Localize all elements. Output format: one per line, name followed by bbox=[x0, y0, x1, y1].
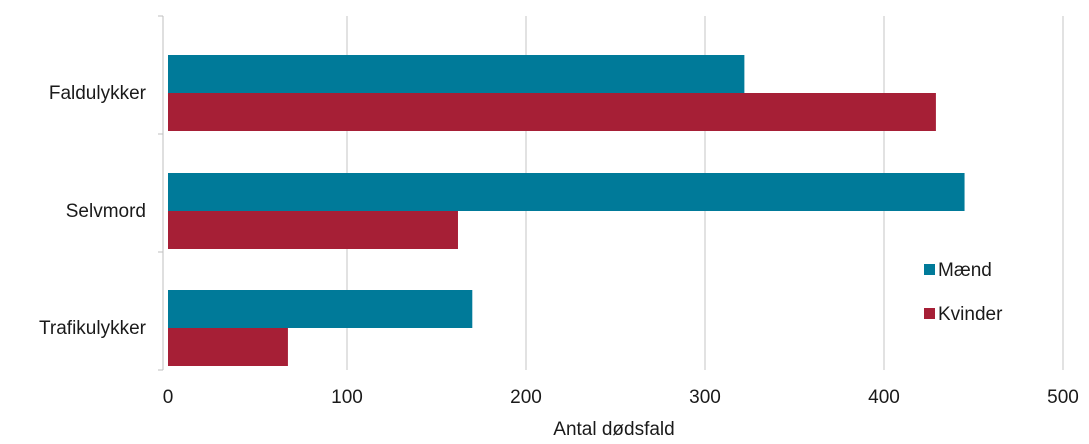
bars bbox=[168, 55, 965, 366]
legend-swatch bbox=[924, 308, 935, 319]
bar bbox=[168, 290, 473, 328]
legend-label: Mænd bbox=[938, 260, 992, 281]
category-label: Selvmord bbox=[66, 201, 146, 222]
bar bbox=[168, 93, 936, 131]
bar bbox=[168, 211, 458, 249]
category-label: Faldulykker bbox=[49, 83, 147, 104]
x-tick-label: 0 bbox=[163, 387, 174, 408]
bar bbox=[168, 328, 288, 366]
category-axis bbox=[158, 15, 164, 371]
bar bbox=[168, 55, 745, 93]
x-axis-title: Antal dødsfald bbox=[553, 419, 674, 440]
category-label: Trafikulykker bbox=[39, 318, 147, 339]
x-tick-label: 500 bbox=[1047, 387, 1079, 408]
category-labels: Faldulykker Selvmord Trafikulykker bbox=[39, 83, 147, 339]
x-tick-label: 400 bbox=[868, 387, 900, 408]
x-tick-label: 100 bbox=[331, 387, 363, 408]
x-tick-labels: 0 100 200 300 400 500 bbox=[163, 387, 1079, 408]
legend-label: Kvinder bbox=[938, 304, 1003, 325]
bar bbox=[168, 173, 965, 211]
legend-swatch bbox=[924, 264, 935, 275]
x-tick-label: 200 bbox=[510, 387, 542, 408]
x-tick-label: 300 bbox=[689, 387, 721, 408]
legend: Mænd Kvinder bbox=[924, 260, 1003, 325]
